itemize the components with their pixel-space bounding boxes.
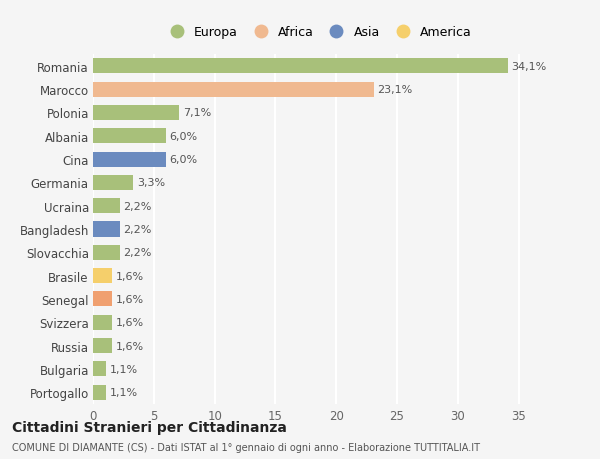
Bar	[93, 152, 166, 167]
Bar	[93, 59, 508, 74]
Text: 1,6%: 1,6%	[116, 271, 144, 281]
Bar	[93, 175, 133, 190]
Text: 6,0%: 6,0%	[170, 131, 198, 141]
Text: 1,6%: 1,6%	[116, 294, 144, 304]
Bar	[93, 338, 112, 353]
Bar	[93, 269, 112, 284]
Bar	[93, 222, 120, 237]
Text: COMUNE DI DIAMANTE (CS) - Dati ISTAT al 1° gennaio di ogni anno - Elaborazione T: COMUNE DI DIAMANTE (CS) - Dati ISTAT al …	[12, 442, 480, 452]
Text: 3,3%: 3,3%	[137, 178, 165, 188]
Bar	[93, 83, 374, 97]
Legend: Europa, Africa, Asia, America: Europa, Africa, Asia, America	[161, 24, 475, 42]
Text: 2,2%: 2,2%	[124, 201, 152, 211]
Text: 1,1%: 1,1%	[110, 387, 138, 397]
Text: 2,2%: 2,2%	[124, 224, 152, 235]
Bar	[93, 315, 112, 330]
Text: 1,6%: 1,6%	[116, 318, 144, 328]
Bar	[93, 106, 179, 121]
Bar	[93, 292, 112, 307]
Bar	[93, 199, 120, 214]
Bar	[93, 245, 120, 260]
Text: 1,6%: 1,6%	[116, 341, 144, 351]
Bar	[93, 385, 106, 400]
Text: 2,2%: 2,2%	[124, 248, 152, 258]
Text: Cittadini Stranieri per Cittadinanza: Cittadini Stranieri per Cittadinanza	[12, 420, 287, 434]
Bar	[93, 362, 106, 376]
Text: 34,1%: 34,1%	[511, 62, 547, 72]
Text: 7,1%: 7,1%	[183, 108, 211, 118]
Text: 1,1%: 1,1%	[110, 364, 138, 374]
Bar	[93, 129, 166, 144]
Text: 23,1%: 23,1%	[377, 85, 413, 95]
Text: 6,0%: 6,0%	[170, 155, 198, 165]
